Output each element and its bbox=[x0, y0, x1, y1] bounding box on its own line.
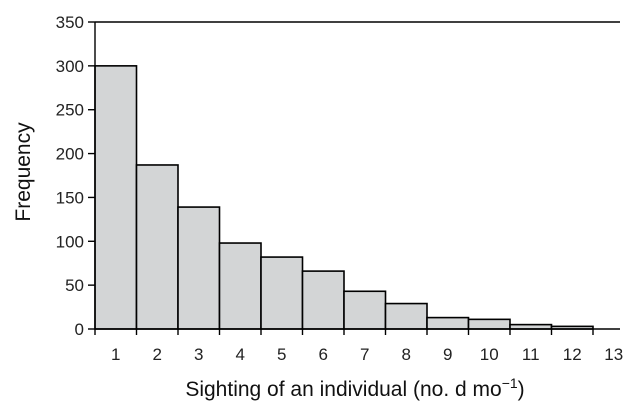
bars-group bbox=[94, 65, 594, 330]
x-tick-label-6: 6 bbox=[319, 345, 328, 364]
x-tick-label-7: 7 bbox=[360, 345, 369, 364]
bar-6 bbox=[301, 270, 345, 330]
x-tick-label-11: 11 bbox=[522, 345, 540, 364]
y-axis-title: Frequency bbox=[12, 122, 35, 222]
x-axis-title-superscript: −1 bbox=[502, 375, 518, 391]
bar-7 bbox=[343, 290, 387, 330]
x-tick-label-12: 12 bbox=[563, 345, 582, 364]
bar-10 bbox=[467, 318, 511, 330]
x-tick-label-4: 4 bbox=[236, 345, 245, 364]
bar-5 bbox=[260, 256, 304, 330]
x-tick-label-9: 9 bbox=[443, 345, 452, 364]
y-tick-label-350: 350 bbox=[56, 13, 84, 32]
x-axis-title-main: Sighting of an individual (no. d mo bbox=[185, 378, 501, 401]
x-axis-title-end: ) bbox=[518, 378, 525, 401]
y-tick-label-250: 250 bbox=[56, 101, 84, 120]
x-axis-ticks: 1 2 3 4 5 6 7 8 9 10 11 12 13 bbox=[94, 329, 623, 364]
y-tick-label-150: 150 bbox=[56, 188, 84, 207]
x-tick-label-13: 13 bbox=[604, 345, 623, 364]
bar-8 bbox=[384, 302, 428, 330]
x-tick-label-5: 5 bbox=[277, 345, 286, 364]
x-tick-label-10: 10 bbox=[480, 345, 499, 364]
y-axis-ticks: 0 50 100 150 200 250 300 350 bbox=[56, 13, 95, 339]
y-tick-label-100: 100 bbox=[56, 232, 84, 251]
y-tick-label-0: 0 bbox=[75, 320, 84, 339]
x-tick-label-3: 3 bbox=[194, 345, 203, 364]
x-tick-label-2: 2 bbox=[153, 345, 162, 364]
bar-3 bbox=[177, 206, 221, 330]
x-tick-label-8: 8 bbox=[402, 345, 411, 364]
y-tick-label-200: 200 bbox=[56, 145, 84, 164]
y-tick-label-300: 300 bbox=[56, 57, 84, 76]
y-tick-label-50: 50 bbox=[65, 276, 84, 295]
bar-1 bbox=[94, 65, 138, 330]
x-axis-title: Sighting of an individual (no. d mo−1) bbox=[185, 375, 524, 401]
bar-9 bbox=[426, 316, 470, 330]
bar-2 bbox=[135, 164, 179, 330]
x-tick-label-1: 1 bbox=[111, 345, 120, 364]
bar-4 bbox=[218, 242, 262, 330]
